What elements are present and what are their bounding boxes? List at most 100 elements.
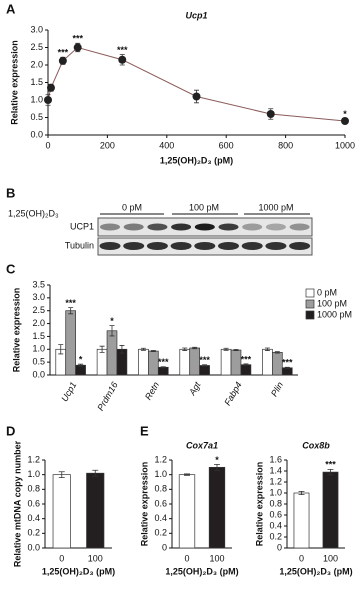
y-tick-label: 0.4: [154, 513, 167, 523]
y-tick-label: 3.5: [32, 279, 45, 289]
panel-letter: D: [6, 423, 15, 438]
x-tick-label: 400: [159, 140, 174, 150]
legend-label: 1000 pM: [317, 309, 352, 319]
bar: [86, 472, 105, 549]
band: [171, 223, 192, 231]
band: [289, 242, 311, 250]
y-tick-label: 1.0: [30, 94, 43, 104]
y-tick-label: 0.5: [30, 112, 43, 122]
y-tick-label: 0.4: [269, 520, 282, 530]
x-tick-label: 100: [323, 553, 338, 563]
legend-label: 0 pM: [317, 287, 337, 297]
line: [47, 46, 346, 122]
x-tick-label: 0: [299, 553, 304, 563]
point: [73, 43, 82, 52]
band: [123, 242, 145, 250]
y-tick-label: 3.0: [32, 292, 45, 302]
y-axis-label: Relative expression: [11, 288, 21, 373]
error-bar: [192, 346, 198, 350]
x-tick-label: 0: [45, 140, 50, 150]
row-label: Tubulin: [65, 240, 94, 250]
band: [218, 242, 239, 250]
bar: [65, 310, 76, 376]
y-tick-label: 0.6: [154, 498, 167, 508]
y-tick-label: 0.0: [30, 129, 43, 139]
error-bar: [223, 347, 229, 351]
chart-title: Ucp1: [185, 10, 207, 20]
y-tick-label: 0.0: [32, 369, 45, 379]
significance: *: [110, 316, 114, 326]
y-tick-label: 1.5: [30, 77, 43, 87]
band: [194, 242, 216, 250]
x-axis-label: 1,25(OH)₂D₃ (pM): [160, 155, 233, 165]
y-tick-label: 1.2: [154, 454, 167, 464]
y-tick-label: 0.2: [154, 528, 167, 538]
y-axis-label: Relative expression: [139, 462, 149, 547]
band: [146, 242, 168, 250]
significance: ***: [282, 358, 293, 368]
bar: [220, 348, 232, 376]
legend-swatch: [305, 288, 315, 298]
significance: ***: [72, 34, 83, 44]
y-tick-label: 0.8: [27, 484, 40, 494]
x-tick-label: 100: [88, 553, 103, 563]
y-tick-label: 1.4: [269, 465, 282, 475]
point: [118, 55, 127, 64]
y-tick-label: 0.4: [27, 513, 40, 523]
legend-swatch: [305, 310, 315, 320]
error-bar: [243, 363, 249, 366]
panel-letter: C: [6, 261, 16, 276]
band: [194, 223, 215, 231]
error-bar: [160, 366, 166, 369]
y-tick-label: 1.2: [27, 454, 40, 464]
error-bar: [92, 469, 99, 477]
bar: [52, 474, 71, 549]
error-bar: [202, 364, 208, 367]
group-label: 0 pM: [122, 202, 142, 212]
band: [242, 223, 263, 231]
significance: ***: [241, 354, 252, 364]
error-bar: [284, 366, 290, 369]
error-bar: [184, 473, 190, 476]
significance: *: [343, 109, 347, 119]
band: [147, 223, 168, 231]
error-bar: [119, 345, 125, 354]
band: [100, 223, 120, 231]
y-tick-label: 2.0: [32, 318, 45, 328]
x-tick-label: 0: [59, 553, 64, 563]
error-bar: [109, 325, 115, 337]
x-tick-label: 800: [278, 140, 293, 150]
significance: ***: [65, 298, 76, 308]
y-tick-label: 1.0: [154, 469, 167, 479]
panel-letter: E: [140, 423, 149, 438]
y-tick-label: 1.5: [32, 331, 45, 341]
bar: [240, 364, 252, 376]
x-tick-label: 600: [219, 140, 234, 150]
error-bar: [68, 307, 74, 315]
group-label: 100 pM: [189, 202, 219, 212]
bar: [281, 367, 293, 376]
bar: [208, 466, 226, 549]
y-tick-label: 0: [162, 542, 167, 552]
legend-label: 100 pM: [317, 298, 347, 308]
legend-swatch: [305, 299, 315, 309]
bar: [322, 471, 339, 549]
significance: ***: [158, 357, 169, 367]
y-tick-label: 0.5: [32, 357, 45, 367]
error-bar: [327, 468, 334, 476]
x-tick-label: Retn: [143, 380, 161, 401]
bar: [293, 492, 310, 549]
band: [265, 223, 286, 231]
y-tick-label: 0.8: [154, 484, 167, 494]
y-tick-label: 1.6: [269, 454, 282, 464]
y-tick-label: 1.2: [269, 476, 282, 486]
y-tick-label: 1.0: [269, 487, 282, 497]
y-tick-label: 0.6: [269, 509, 282, 519]
row-label: UCP1: [70, 221, 94, 231]
x-tick-label: 0: [184, 553, 189, 563]
significance: ***: [325, 460, 336, 470]
panel-letter: B: [6, 185, 15, 200]
group-label: 1000 pM: [258, 202, 293, 212]
band: [99, 242, 121, 250]
error-bar: [214, 464, 220, 471]
